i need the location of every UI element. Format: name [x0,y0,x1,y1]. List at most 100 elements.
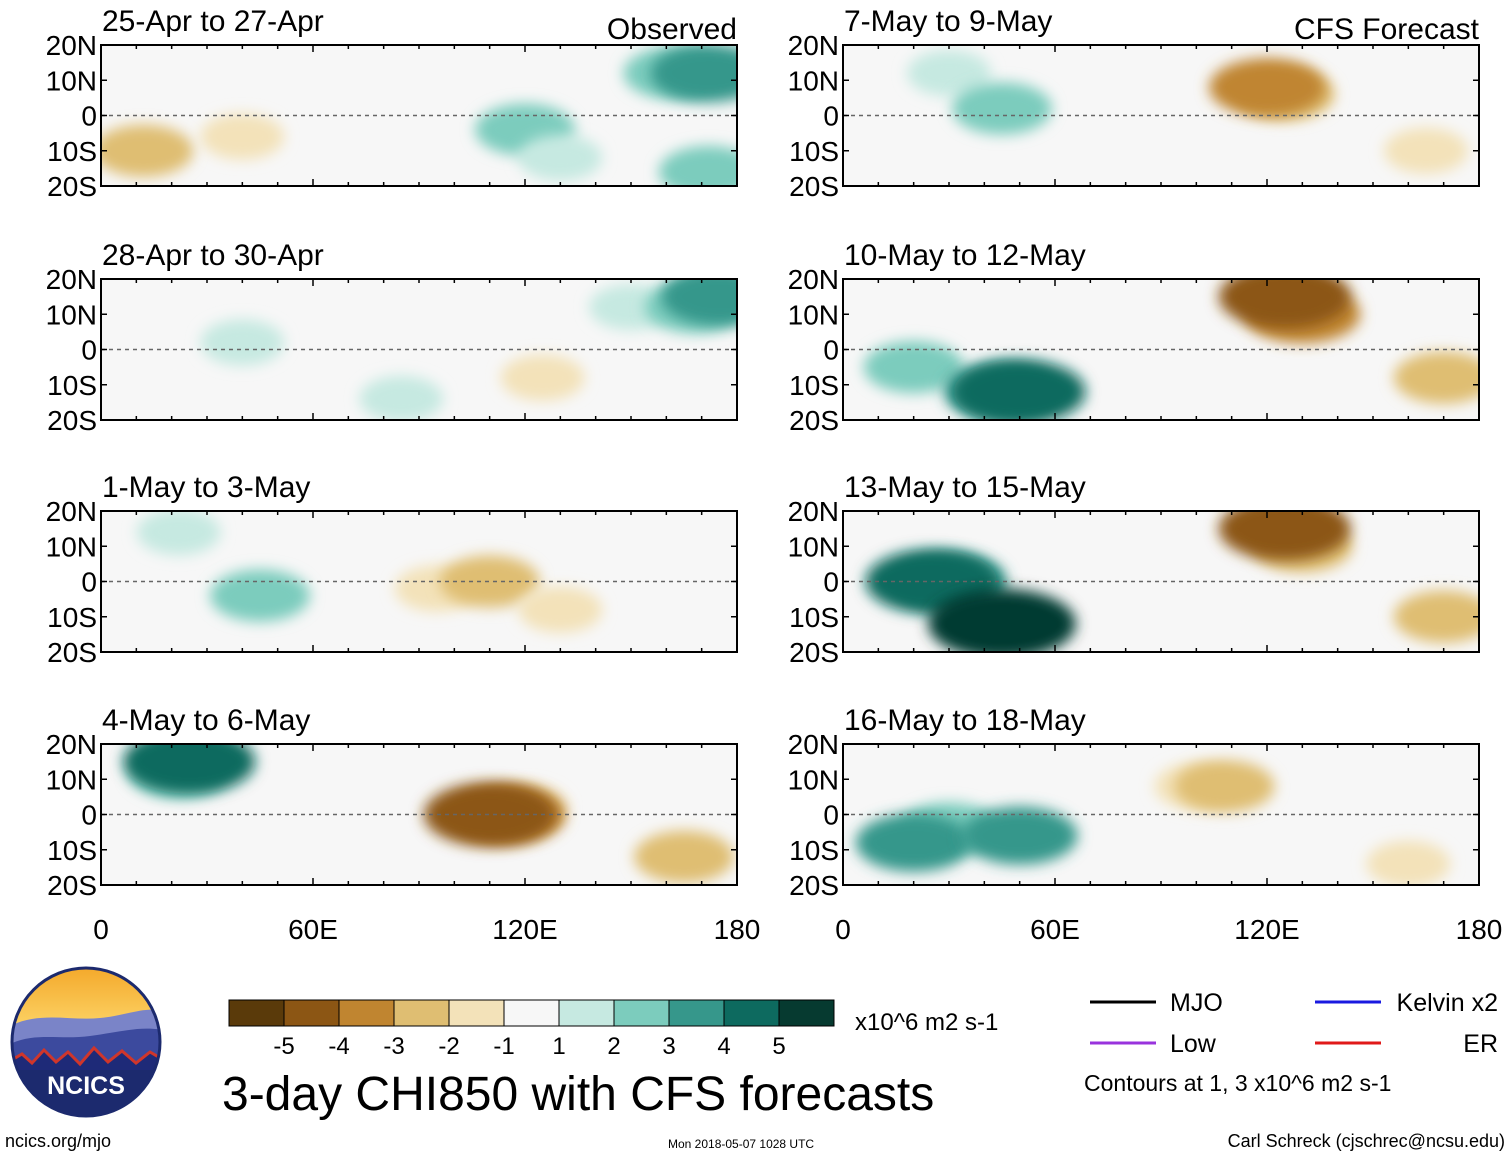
y-tick-label: 10N [788,764,839,795]
anomaly-blob [1366,840,1451,885]
shading [907,50,1468,174]
y-tick-label: 20S [789,870,839,901]
x-tick-label: 0 [93,914,109,945]
y-tick-label: 0 [823,335,839,366]
legend-label: Low [1170,1030,1217,1058]
anomaly-blob [136,511,221,556]
panel-period-label: 7-May to 9-May [844,5,1052,38]
colorbar-label: -3 [383,1033,404,1060]
colorbar-label: -2 [438,1033,459,1060]
colorbar-cell [503,999,560,1027]
y-tick-label: 10S [47,370,97,401]
y-tick-label: 0 [81,567,97,598]
anomaly-blob [961,806,1078,865]
y-tick-label: 0 [81,101,97,132]
shading [101,45,737,186]
column-header-forecast: CFS Forecast [1294,13,1480,46]
anomaly-blob [952,82,1052,135]
y-tick-label: 10S [789,835,839,866]
y-tick-label: 10S [789,136,839,167]
panel-observed-1: 20N 10N 0 10S 20S 25-Apr to 27-Apr Observed [46,5,738,202]
y-tick-label: 20S [789,171,839,202]
anomaly-blob [863,341,964,394]
column-header-observed: Observed [607,13,737,46]
panel-observed-2: 20N 10N 0 10S 20S 28-Apr to 30-Apr [46,239,738,436]
colorbar-label: 4 [717,1033,730,1060]
y-tick-label: 10N [46,65,97,96]
y-tick-label: 10N [788,299,839,330]
x-tick-label: 120E [492,914,557,945]
panel-forecast-2: 20N 10N 0 10S 20S 10-May to 12-May [788,239,1480,436]
y-tick-label: 0 [81,800,97,831]
anomaly-blob [1209,58,1325,117]
y-tick-label: 0 [81,335,97,366]
logo-text: NCICS [47,1072,125,1100]
y-tick-label: 20N [46,496,97,527]
shading [136,511,603,633]
anomaly-blob [200,319,285,366]
colorbar-cell [283,999,340,1027]
y-tick-label: 10N [46,531,97,562]
y-tick-label: 10N [788,65,839,96]
colorbar-label: 1 [552,1033,565,1060]
panel-period-label: 28-Apr to 30-Apr [102,239,324,272]
colorbar-cell [558,999,615,1027]
footer-url[interactable]: ncics.org/mjo [5,1131,112,1151]
y-tick-label: 20S [47,870,97,901]
anomaly-blob [518,134,603,181]
ncics-logo: NCICS [10,966,162,1118]
anomaly-blob [518,586,603,633]
legend-label: Kelvin x2 [1397,989,1498,1017]
anomaly-blob [1393,590,1479,643]
contour-legend: MJO Kelvin x2 Low ER Contours at 1, 3 x10^6 … [1084,989,1498,1096]
colorbar-cell [723,999,780,1027]
anomaly-blob [661,279,737,326]
x-tick-label: 120E [1234,914,1299,945]
colorbar-cell [393,999,450,1027]
y-tick-label: 20S [47,405,97,436]
colorbar-units: x10^6 m2 s-1 [855,1009,998,1036]
y-tick-label: 0 [823,101,839,132]
x-tick-label: 0 [835,914,851,945]
colorbar-cell [668,999,725,1027]
y-tick-label: 20S [47,637,97,668]
y-tick-label: 10S [789,370,839,401]
y-tick-label: 10S [47,136,97,167]
shading [200,279,737,420]
y-tick-label: 0 [823,800,839,831]
anomaly-blob [1393,351,1479,404]
anomaly-blob [928,588,1076,652]
anomaly-blob [359,375,444,420]
y-tick-label: 20N [788,30,839,61]
panel-period-label: 1-May to 3-May [102,471,310,504]
panel-forecast-3: 20N 10N 0 10S 20S 13-May to 15-May [788,471,1480,668]
panel-period-label: 13-May to 15-May [844,471,1086,504]
anomaly-blob [907,50,991,97]
anomaly-blob [439,555,540,608]
panel-period-label: 10-May to 12-May [844,239,1086,272]
y-tick-label: 10S [789,602,839,633]
panel-forecast-1: 20N 10N 0 10S 20S 7-May to 9-May CFS Forecast [788,5,1480,202]
anomaly-blob [1174,760,1275,813]
panel-observed-4: 20N 10N 0 10S 20S 4-May to 6-May [46,704,738,901]
y-tick-label: 20S [789,637,839,668]
colorbar-cell [778,999,835,1027]
panel-observed-3: 20N 10N 0 10S 20S 1-May to 3-May [46,471,738,668]
shading [855,760,1451,885]
x-tick-label: 60E [1030,914,1080,945]
anomaly-blob [123,744,256,794]
anomaly-blob [855,813,972,872]
colorbar-cell [448,999,505,1027]
x-tick-label: 60E [288,914,338,945]
anomaly-blob [650,45,737,103]
colorbar-label: 3 [662,1033,675,1060]
y-tick-label: 10N [788,531,839,562]
y-tick-label: 10S [47,602,97,633]
y-tick-label: 10N [46,299,97,330]
anomaly-blob [953,359,1086,420]
y-tick-label: 20S [47,171,97,202]
chart-title: 3-day CHI850 with CFS forecasts [222,1068,934,1121]
colorbar-cell [228,999,285,1027]
panel-period-label: 4-May to 6-May [102,704,310,737]
